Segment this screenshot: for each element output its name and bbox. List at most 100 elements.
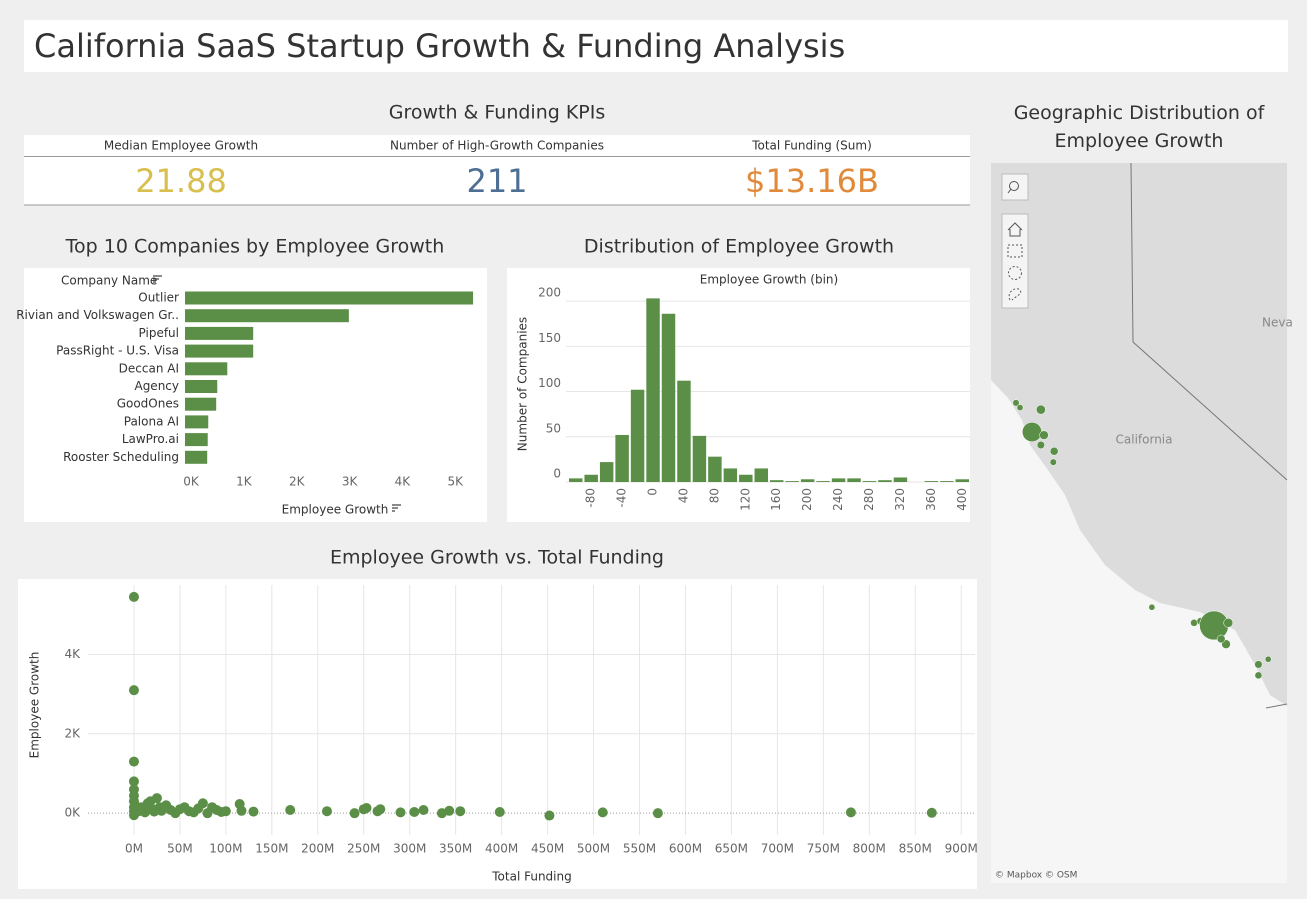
map-label: Neva [1262, 316, 1293, 330]
x-tick-label: 400M [485, 842, 518, 856]
radial-select-icon[interactable] [1008, 266, 1022, 280]
point [248, 806, 259, 817]
bar [754, 468, 768, 482]
point [652, 808, 663, 819]
y-tick-label: Outlier [138, 291, 179, 305]
bar [940, 481, 954, 482]
x-tick-label: 240 [831, 488, 845, 511]
bubble [1036, 440, 1045, 450]
bar [569, 478, 583, 482]
chart-title: Top 10 Companies by Employee Growth [65, 236, 445, 258]
x-tick-label: 80 [707, 488, 721, 503]
x-tick-label: 3K [342, 475, 359, 489]
bar [185, 309, 349, 323]
x-tick-label: 320 [893, 488, 907, 511]
x-tick-label: 200M [301, 842, 334, 856]
x-tick-label: 0M [125, 842, 143, 856]
bar [185, 397, 217, 411]
x-tick-label: 160 [769, 488, 783, 511]
bubble [1254, 671, 1263, 680]
map-toolbar[interactable] [1001, 173, 1029, 309]
bar [185, 344, 254, 358]
kpi-value: 21.88 [135, 162, 227, 200]
y-axis-title: Employee Growth [28, 652, 42, 759]
x-axis-title: Employee Growth [282, 503, 389, 517]
map-ocean [991, 380, 1287, 883]
map-border [1130, 162, 1288, 481]
point [236, 805, 247, 816]
x-tick-label: 50M [167, 842, 193, 856]
lasso-icon[interactable] [1008, 288, 1022, 301]
home-icon[interactable] [1007, 222, 1023, 237]
chart-title: Distribution of Employee Growth [584, 236, 894, 258]
bar [599, 462, 614, 482]
point [285, 805, 296, 815]
bubble [1049, 458, 1057, 466]
bar [708, 456, 722, 482]
y-tick-label: 2K [64, 726, 81, 740]
point [455, 806, 466, 817]
x-tick-label: 120 [738, 488, 752, 511]
x-tick-label: 600M [669, 842, 702, 856]
x-tick-label: 700M [761, 842, 794, 856]
point [128, 685, 139, 696]
chart-title: Geographic Distribution of Employee Growt… [1014, 102, 1266, 152]
x-tick-label: 750M [807, 842, 840, 856]
bubble [1148, 603, 1156, 611]
y-axis-title: Number of Companies [516, 317, 530, 451]
x-tick-label: 5K [448, 475, 465, 489]
y-tick-label: 150 [538, 331, 561, 345]
x-tick-label: 150M [255, 842, 288, 856]
kpi-label: Total Funding (Sum) [751, 139, 872, 153]
bubble [1036, 404, 1046, 415]
x-tick-label: 280 [862, 488, 876, 511]
map-footer [991, 863, 1287, 883]
bar [692, 435, 707, 482]
sort-icon[interactable] [392, 504, 401, 512]
kpi-value: $13.16B [745, 162, 879, 200]
y-tick-label: 100 [538, 376, 561, 390]
x-tick-label: 40 [676, 488, 690, 503]
y-axis-title: Company Name [61, 274, 157, 288]
map-border [1265, 703, 1288, 709]
x-tick-label: 500M [577, 842, 610, 856]
bubble [1039, 430, 1049, 440]
tool-group[interactable] [1001, 213, 1029, 309]
dashboard-title: California SaaS Startup Growth & Funding… [34, 27, 845, 65]
bar [630, 389, 645, 482]
y-tick-label: 200 [538, 286, 561, 300]
x-tick-label: 400 [955, 488, 969, 511]
search-icon [1009, 181, 1019, 191]
point [544, 810, 555, 821]
attribution: © Mapbox © OSM [995, 871, 1077, 881]
bar [847, 478, 861, 482]
bar [584, 474, 598, 482]
x-axis-title: Total Funding [491, 870, 571, 884]
point [597, 807, 608, 818]
point [361, 803, 372, 814]
point [349, 808, 360, 819]
bar [185, 450, 208, 464]
sort-icon[interactable] [153, 275, 162, 283]
bubble [1012, 399, 1020, 407]
x-tick-label: 4K [395, 475, 412, 489]
rect-select-icon[interactable] [1007, 244, 1023, 258]
y-tick-label: Rivian and Volkswagen Gr.. [16, 308, 179, 322]
bubble [1022, 422, 1042, 442]
x-axis-title: Employee Growth (bin) [700, 273, 838, 287]
point [151, 793, 162, 804]
bar [800, 479, 815, 482]
x-tick-label: 0 [646, 488, 660, 496]
y-tick-label: LawPro.ai [122, 432, 179, 446]
x-tick-label: 100M [209, 842, 242, 856]
search-button[interactable] [1001, 173, 1029, 201]
bar [878, 480, 892, 482]
kpi-label: Median Employee Growth [104, 139, 258, 153]
bar [185, 362, 228, 376]
point [197, 798, 208, 809]
y-tick-label: 0K [64, 806, 81, 820]
point [444, 805, 455, 816]
point [494, 806, 505, 817]
